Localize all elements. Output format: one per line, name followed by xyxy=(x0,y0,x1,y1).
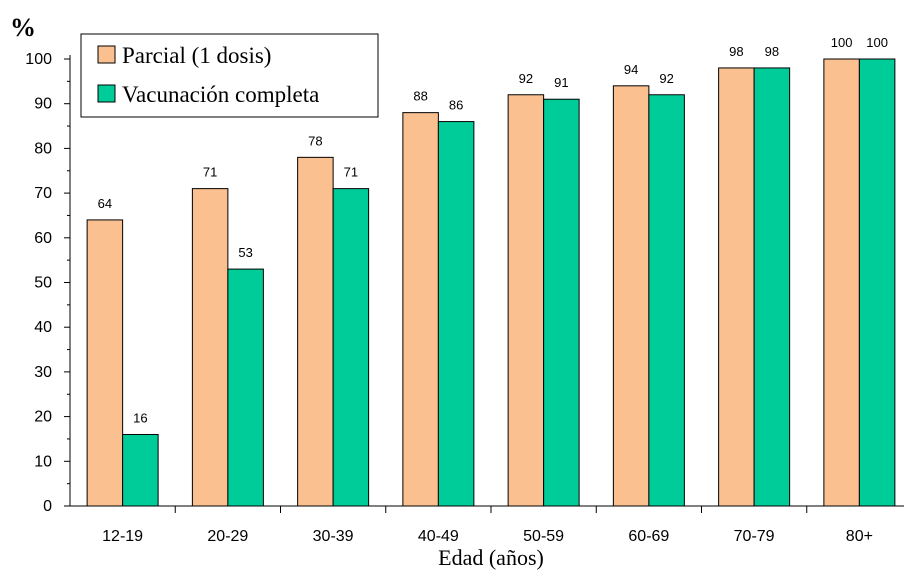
x-tick-label: 60-69 xyxy=(628,528,669,545)
data-label-80+-completa: 100 xyxy=(866,35,888,50)
legend-box xyxy=(80,33,379,118)
data-label-40-49-parcial: 88 xyxy=(413,89,427,104)
bar-30-39-parcial xyxy=(297,156,334,507)
bar-40-49-parcial xyxy=(402,112,439,507)
data-label-20-29-parcial: 71 xyxy=(203,165,217,180)
bar-60-69-parcial xyxy=(612,85,650,507)
y-tick-label: 70 xyxy=(34,185,52,202)
x-tick-label: 70-79 xyxy=(734,528,775,545)
y-tick-label: 30 xyxy=(34,364,52,381)
x-axis-title: Edad (años) xyxy=(438,545,544,570)
legend-swatch-parcial xyxy=(97,45,116,64)
data-label-12-19-parcial: 64 xyxy=(98,196,112,211)
data-label-20-29-completa: 53 xyxy=(238,245,252,260)
plot-area: 64 16 12-19 71 53 20-29 78 71 30-39 88 86 40-49 92 91… xyxy=(25,35,904,545)
y-tick-label: 60 xyxy=(34,230,52,247)
bar-80+-parcial xyxy=(823,58,860,507)
x-tick-label: 20-29 xyxy=(207,528,248,545)
y-tick-label: 40 xyxy=(34,319,52,336)
y-tick-label: 80 xyxy=(34,140,52,157)
x-tick-label: 50-59 xyxy=(523,528,564,545)
bar-80+-completa xyxy=(858,58,896,507)
bar-70-79-completa xyxy=(753,67,791,507)
data-label-50-59-completa: 91 xyxy=(554,75,568,90)
bar-30-39-completa xyxy=(332,188,370,507)
bar-50-59-parcial xyxy=(507,94,545,507)
data-label-12-19-completa: 16 xyxy=(133,410,147,425)
data-label-70-79-parcial: 98 xyxy=(729,44,743,59)
y-axis-title: % xyxy=(10,13,36,42)
data-label-60-69-parcial: 94 xyxy=(624,62,638,77)
x-tick-label: 80+ xyxy=(846,528,873,545)
x-tick-label: 40-49 xyxy=(418,528,459,545)
bar-40-49-completa xyxy=(437,121,475,507)
legend-label-completa: Vacunación completa xyxy=(122,82,319,107)
data-label-30-39-parcial: 78 xyxy=(308,133,322,148)
bar-20-29-parcial xyxy=(191,188,229,507)
bar-70-79-parcial xyxy=(718,67,755,507)
data-label-30-39-completa: 71 xyxy=(344,165,358,180)
bar-50-59-completa xyxy=(543,98,580,507)
y-tick-label: 20 xyxy=(34,409,52,426)
data-label-40-49-completa: 86 xyxy=(449,98,463,113)
bar-60-69-completa xyxy=(648,94,685,507)
legend-swatch-completa xyxy=(97,84,116,103)
y-tick-label: 50 xyxy=(34,275,52,292)
y-tick-label: 10 xyxy=(34,453,52,470)
bar-12-19-completa xyxy=(122,433,159,507)
data-label-50-59-parcial: 92 xyxy=(519,71,533,86)
y-tick-label: 0 xyxy=(43,498,52,515)
x-tick-label: 30-39 xyxy=(313,528,354,545)
y-tick-label: 100 xyxy=(25,51,52,68)
data-label-80+-parcial: 100 xyxy=(831,35,853,50)
data-label-70-79-completa: 98 xyxy=(765,44,779,59)
x-tick-label: 12-19 xyxy=(102,528,143,545)
y-tick-label: 90 xyxy=(34,96,52,113)
bar-12-19-parcial xyxy=(86,219,124,507)
legend-label-parcial: Parcial (1 dosis) xyxy=(122,43,271,68)
bar-20-29-completa xyxy=(227,268,264,507)
data-label-60-69-completa: 92 xyxy=(659,71,673,86)
legend: Parcial (1 dosis) Vacunación completa xyxy=(80,33,379,118)
